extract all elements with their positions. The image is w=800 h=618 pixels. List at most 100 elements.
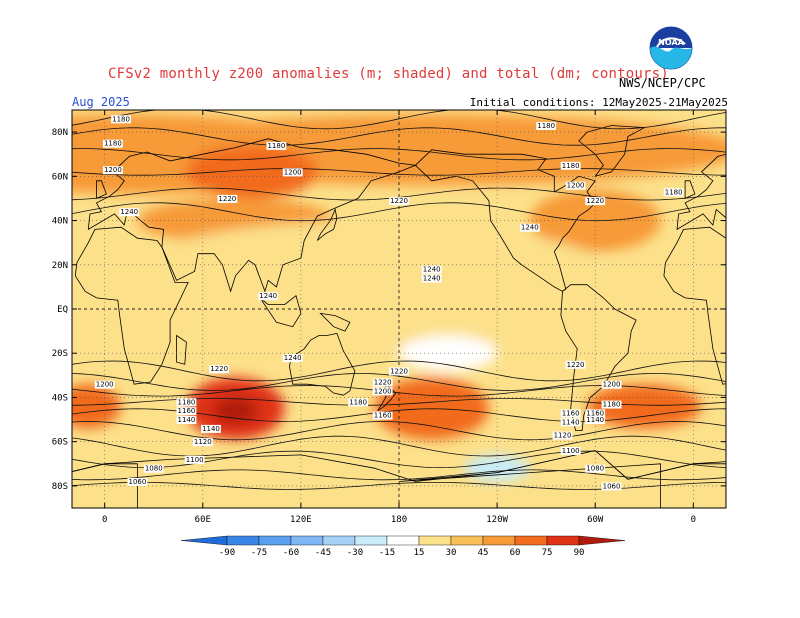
contour-label-bg: [176, 398, 197, 407]
contour-label: 1180: [537, 122, 555, 130]
colorbar-tick-label: 90: [574, 548, 585, 558]
colorbar-swatch: [546, 535, 580, 546]
colorbar-tick-label: -60: [283, 548, 299, 558]
contour-label: 1160: [374, 412, 392, 420]
lon-tick-label: 180: [391, 515, 407, 525]
anomaly-region: [464, 454, 530, 482]
contour-label: 1160: [562, 409, 580, 417]
lat-tick-label: EQ: [57, 305, 68, 315]
contour-label-bg: [372, 387, 393, 396]
contour-label-bg: [258, 292, 279, 301]
axis-ticks: 80N 60N 40N 20N EQ 20S 40S 60S 80S 0 60E 120E 180 120…: [52, 110, 726, 525]
contour-label-bg: [266, 141, 287, 150]
contour-label-bg: [560, 418, 581, 427]
colorbar-swatch: [226, 535, 260, 546]
contour-label: 1080: [145, 465, 163, 473]
coastline: [414, 149, 596, 292]
lon-tick-label: 0: [691, 515, 696, 525]
contour-label: 1240: [120, 208, 138, 216]
contour-label-bg: [601, 482, 622, 491]
contour-label: 1120: [554, 432, 572, 440]
contour-label-bg: [663, 188, 684, 197]
colorbar-swatch: [322, 535, 356, 546]
lon-tick-label: 120E: [290, 515, 312, 525]
lat-tick-label: 40S: [52, 393, 68, 403]
coastline: [0, 285, 48, 431]
contour-label-bg: [209, 365, 230, 374]
contour-label-bg: [585, 464, 606, 473]
contour-label: 1240: [423, 266, 441, 274]
contour-label: 1140: [586, 416, 604, 424]
colorbar-tick-label: 30: [446, 548, 457, 558]
coastline: [676, 153, 726, 231]
contour-label-bg: [585, 416, 606, 425]
contour-label-bg: [372, 378, 393, 387]
anomaly-region: [72, 384, 122, 429]
coastline: [578, 125, 646, 177]
contour-label: 1220: [567, 361, 585, 369]
colorbar-tick-label: -45: [315, 548, 331, 558]
contour-label: 1120: [194, 438, 212, 446]
contour-label: 1180: [349, 398, 367, 406]
lat-tick-label: 20S: [52, 349, 68, 359]
contour-label-bg: [176, 407, 197, 416]
contour-label: 1060: [603, 482, 621, 490]
contour-line: [72, 360, 726, 382]
logo-text: NOAA: [658, 38, 684, 47]
contour-label-bg: [389, 367, 409, 376]
contour-label-bg: [176, 416, 197, 425]
contour-label-bg: [102, 139, 123, 148]
contour-label: 1200: [603, 381, 621, 389]
contour-label-bg: [201, 424, 221, 433]
contour-label-bg: [601, 400, 622, 409]
lat-tick-label: 80S: [52, 482, 68, 492]
contour-label: 1180: [562, 162, 580, 170]
contour-label-bg: [184, 455, 205, 464]
initial-conditions-label: Initial conditions: 12May2025-21May2025: [469, 96, 728, 109]
contour-label: 1160: [178, 407, 196, 415]
coastline: [289, 332, 356, 396]
contour-line: [72, 168, 726, 176]
contour-label-bg: [585, 197, 606, 206]
colorbar: -90 -75 -60 -45 -30 -15 15 30 45 60 75 90: [180, 535, 626, 558]
contour-label-bg: [560, 447, 581, 456]
coastline: [765, 336, 775, 365]
contour-label: 1160: [586, 409, 604, 417]
contour-label: 1240: [259, 292, 277, 300]
lat-tick-label: 80N: [52, 128, 68, 138]
contour-label-bg: [585, 409, 606, 418]
contour-label: 1220: [586, 197, 604, 205]
coastline: [0, 150, 7, 291]
contour-label: 1180: [603, 401, 621, 409]
contour-label: 1180: [104, 140, 122, 148]
contour-label-bg: [111, 115, 131, 124]
colorbar-tick-label: 45: [478, 548, 489, 558]
lon-tick-label: 60W: [587, 515, 604, 525]
contour-label-bg: [560, 161, 581, 170]
contour-label-bg: [519, 223, 540, 232]
contour-label: 1200: [104, 166, 122, 174]
contour-label-bg: [94, 380, 115, 389]
colorbar-swatch: [386, 535, 420, 546]
contour-label: 1220: [218, 195, 236, 203]
contour-label: 1180: [267, 142, 285, 150]
contour-label: 1220: [210, 365, 228, 373]
coastline: [398, 450, 726, 508]
colorbar-tick-label: -75: [251, 548, 267, 558]
contour-label: 1140: [178, 416, 196, 424]
contour-label: 1080: [586, 465, 604, 473]
colorbar-swatch: [450, 535, 484, 546]
contour-label: 1220: [374, 378, 392, 386]
contour-label-bg: [143, 464, 164, 473]
contour-label-bg: [421, 265, 442, 274]
lat-tick-label: 60N: [52, 172, 68, 182]
contour-label: 1200: [374, 387, 392, 395]
lon-tick-label: 120W: [486, 515, 508, 525]
lat-tick-label: 20N: [52, 261, 68, 271]
colorbar-tick-label: -15: [379, 548, 395, 558]
contour-label-bg: [552, 431, 573, 440]
contour-label: 1180: [112, 115, 130, 123]
noaa-logo-icon: NOAA: [649, 26, 693, 70]
coastline: [72, 450, 726, 508]
